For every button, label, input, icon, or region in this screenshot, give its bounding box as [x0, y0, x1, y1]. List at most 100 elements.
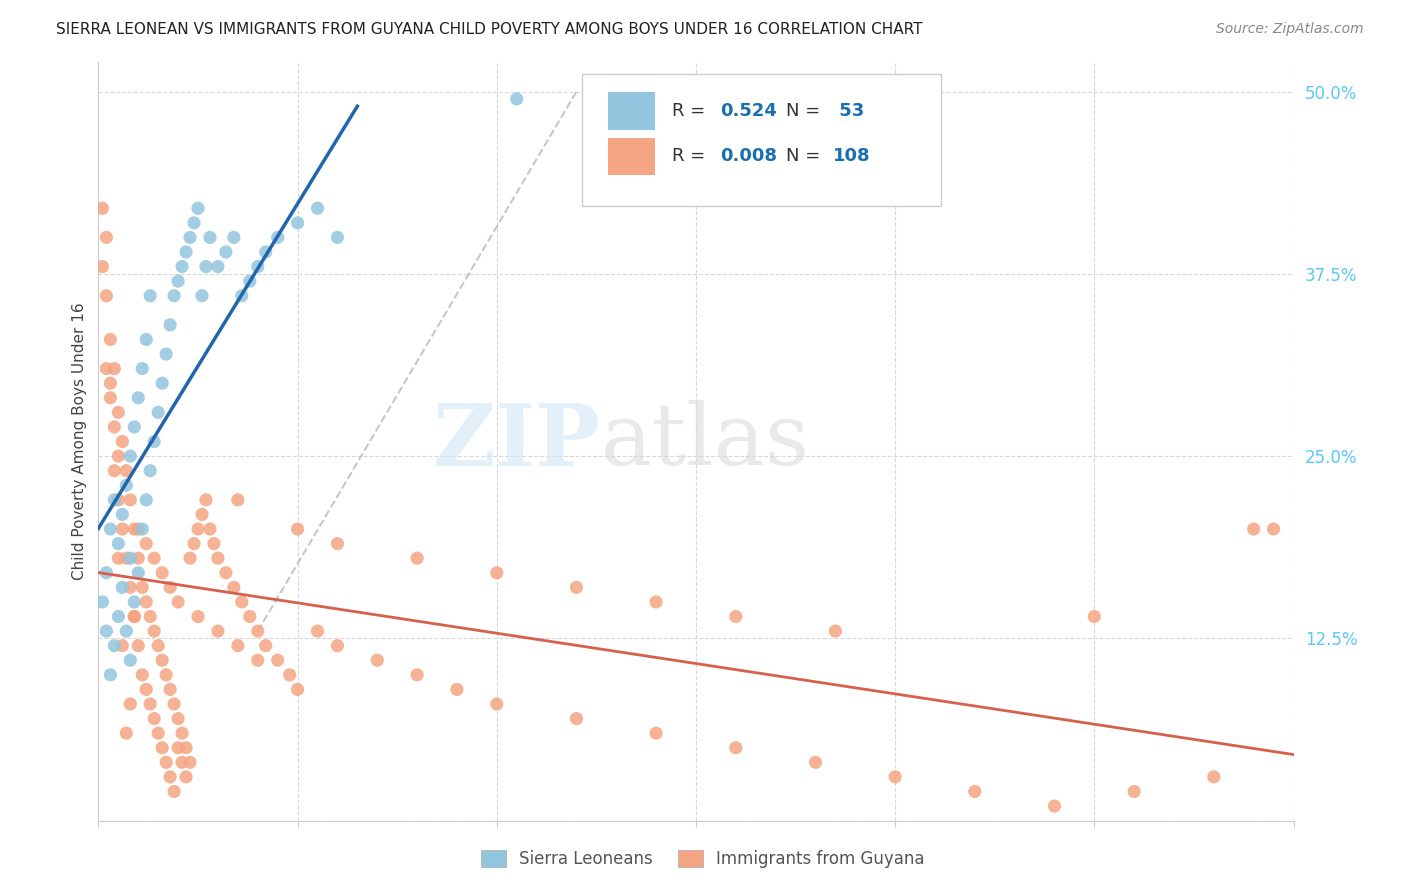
- Point: [179, 551, 201, 566]
- Point: [187, 201, 209, 215]
- Point: [98, 668, 122, 682]
- Text: R =: R =: [672, 147, 711, 165]
- Legend: Sierra Leoneans, Immigrants from Guyana: Sierra Leoneans, Immigrants from Guyana: [474, 843, 932, 875]
- Text: 30.0%: 30.0%: [1241, 890, 1294, 892]
- Point: [167, 740, 190, 755]
- Point: [254, 639, 277, 653]
- Point: [120, 653, 142, 667]
- Point: [107, 405, 129, 419]
- Point: [96, 624, 118, 639]
- Point: [724, 740, 747, 755]
- Point: [1123, 784, 1146, 798]
- Point: [231, 289, 253, 303]
- Point: [103, 361, 125, 376]
- Point: [191, 289, 214, 303]
- Text: N =: N =: [786, 102, 825, 120]
- Point: [135, 595, 157, 609]
- Point: [139, 609, 162, 624]
- Point: [1243, 522, 1265, 536]
- Point: [143, 551, 166, 566]
- Point: [1043, 799, 1066, 814]
- Point: [174, 740, 197, 755]
- Point: [131, 580, 153, 594]
- Point: [406, 668, 429, 682]
- Point: [159, 770, 181, 784]
- Text: Source: ZipAtlas.com: Source: ZipAtlas.com: [1216, 22, 1364, 37]
- Point: [131, 522, 153, 536]
- Point: [111, 434, 134, 449]
- Point: [246, 260, 269, 274]
- Y-axis label: Child Poverty Among Boys Under 16: Child Poverty Among Boys Under 16: [72, 302, 87, 581]
- Point: [127, 566, 149, 580]
- Point: [107, 492, 129, 507]
- Point: [179, 756, 201, 770]
- Point: [645, 726, 668, 740]
- Point: [246, 624, 269, 639]
- Point: [254, 244, 277, 259]
- Point: [139, 697, 162, 711]
- Point: [124, 609, 146, 624]
- Point: [278, 668, 301, 682]
- Point: [207, 624, 229, 639]
- Point: [163, 697, 186, 711]
- Point: [115, 551, 138, 566]
- Point: [115, 624, 138, 639]
- Point: [96, 289, 118, 303]
- Point: [98, 522, 122, 536]
- Point: [287, 216, 309, 230]
- Point: [804, 756, 827, 770]
- Point: [191, 508, 214, 522]
- Point: [222, 230, 245, 244]
- FancyBboxPatch shape: [607, 137, 655, 176]
- Point: [127, 391, 149, 405]
- Point: [135, 492, 157, 507]
- Point: [111, 580, 134, 594]
- Point: [159, 318, 181, 332]
- Point: [155, 347, 177, 361]
- Point: [120, 449, 142, 463]
- Point: [183, 536, 205, 550]
- Point: [231, 595, 253, 609]
- Point: [163, 289, 186, 303]
- Point: [135, 682, 157, 697]
- Point: [96, 361, 118, 376]
- Point: [103, 420, 125, 434]
- Point: [120, 580, 142, 594]
- Point: [111, 508, 134, 522]
- Point: [167, 274, 190, 288]
- Point: [96, 230, 118, 244]
- Text: 0.008: 0.008: [720, 147, 778, 165]
- Point: [167, 712, 190, 726]
- Point: [91, 260, 114, 274]
- Point: [406, 551, 429, 566]
- Point: [120, 697, 142, 711]
- Point: [207, 260, 229, 274]
- Point: [115, 464, 138, 478]
- Point: [143, 624, 166, 639]
- Point: [326, 639, 349, 653]
- Point: [124, 609, 146, 624]
- Point: [187, 522, 209, 536]
- Point: [446, 682, 468, 697]
- Point: [565, 580, 588, 594]
- Point: [187, 609, 209, 624]
- Point: [150, 566, 173, 580]
- Point: [326, 230, 349, 244]
- Point: [198, 522, 221, 536]
- Point: [148, 405, 170, 419]
- Point: [174, 244, 197, 259]
- Point: [91, 595, 114, 609]
- Point: [183, 216, 205, 230]
- FancyBboxPatch shape: [607, 92, 655, 130]
- Text: 0.0%: 0.0%: [98, 890, 141, 892]
- Point: [215, 566, 238, 580]
- Point: [107, 449, 129, 463]
- Point: [226, 492, 249, 507]
- Point: [485, 566, 508, 580]
- Point: [195, 492, 218, 507]
- Text: SIERRA LEONEAN VS IMMIGRANTS FROM GUYANA CHILD POVERTY AMONG BOYS UNDER 16 CORRE: SIERRA LEONEAN VS IMMIGRANTS FROM GUYANA…: [56, 22, 922, 37]
- Point: [172, 726, 194, 740]
- Text: 53: 53: [834, 102, 865, 120]
- Point: [307, 201, 329, 215]
- Point: [103, 639, 125, 653]
